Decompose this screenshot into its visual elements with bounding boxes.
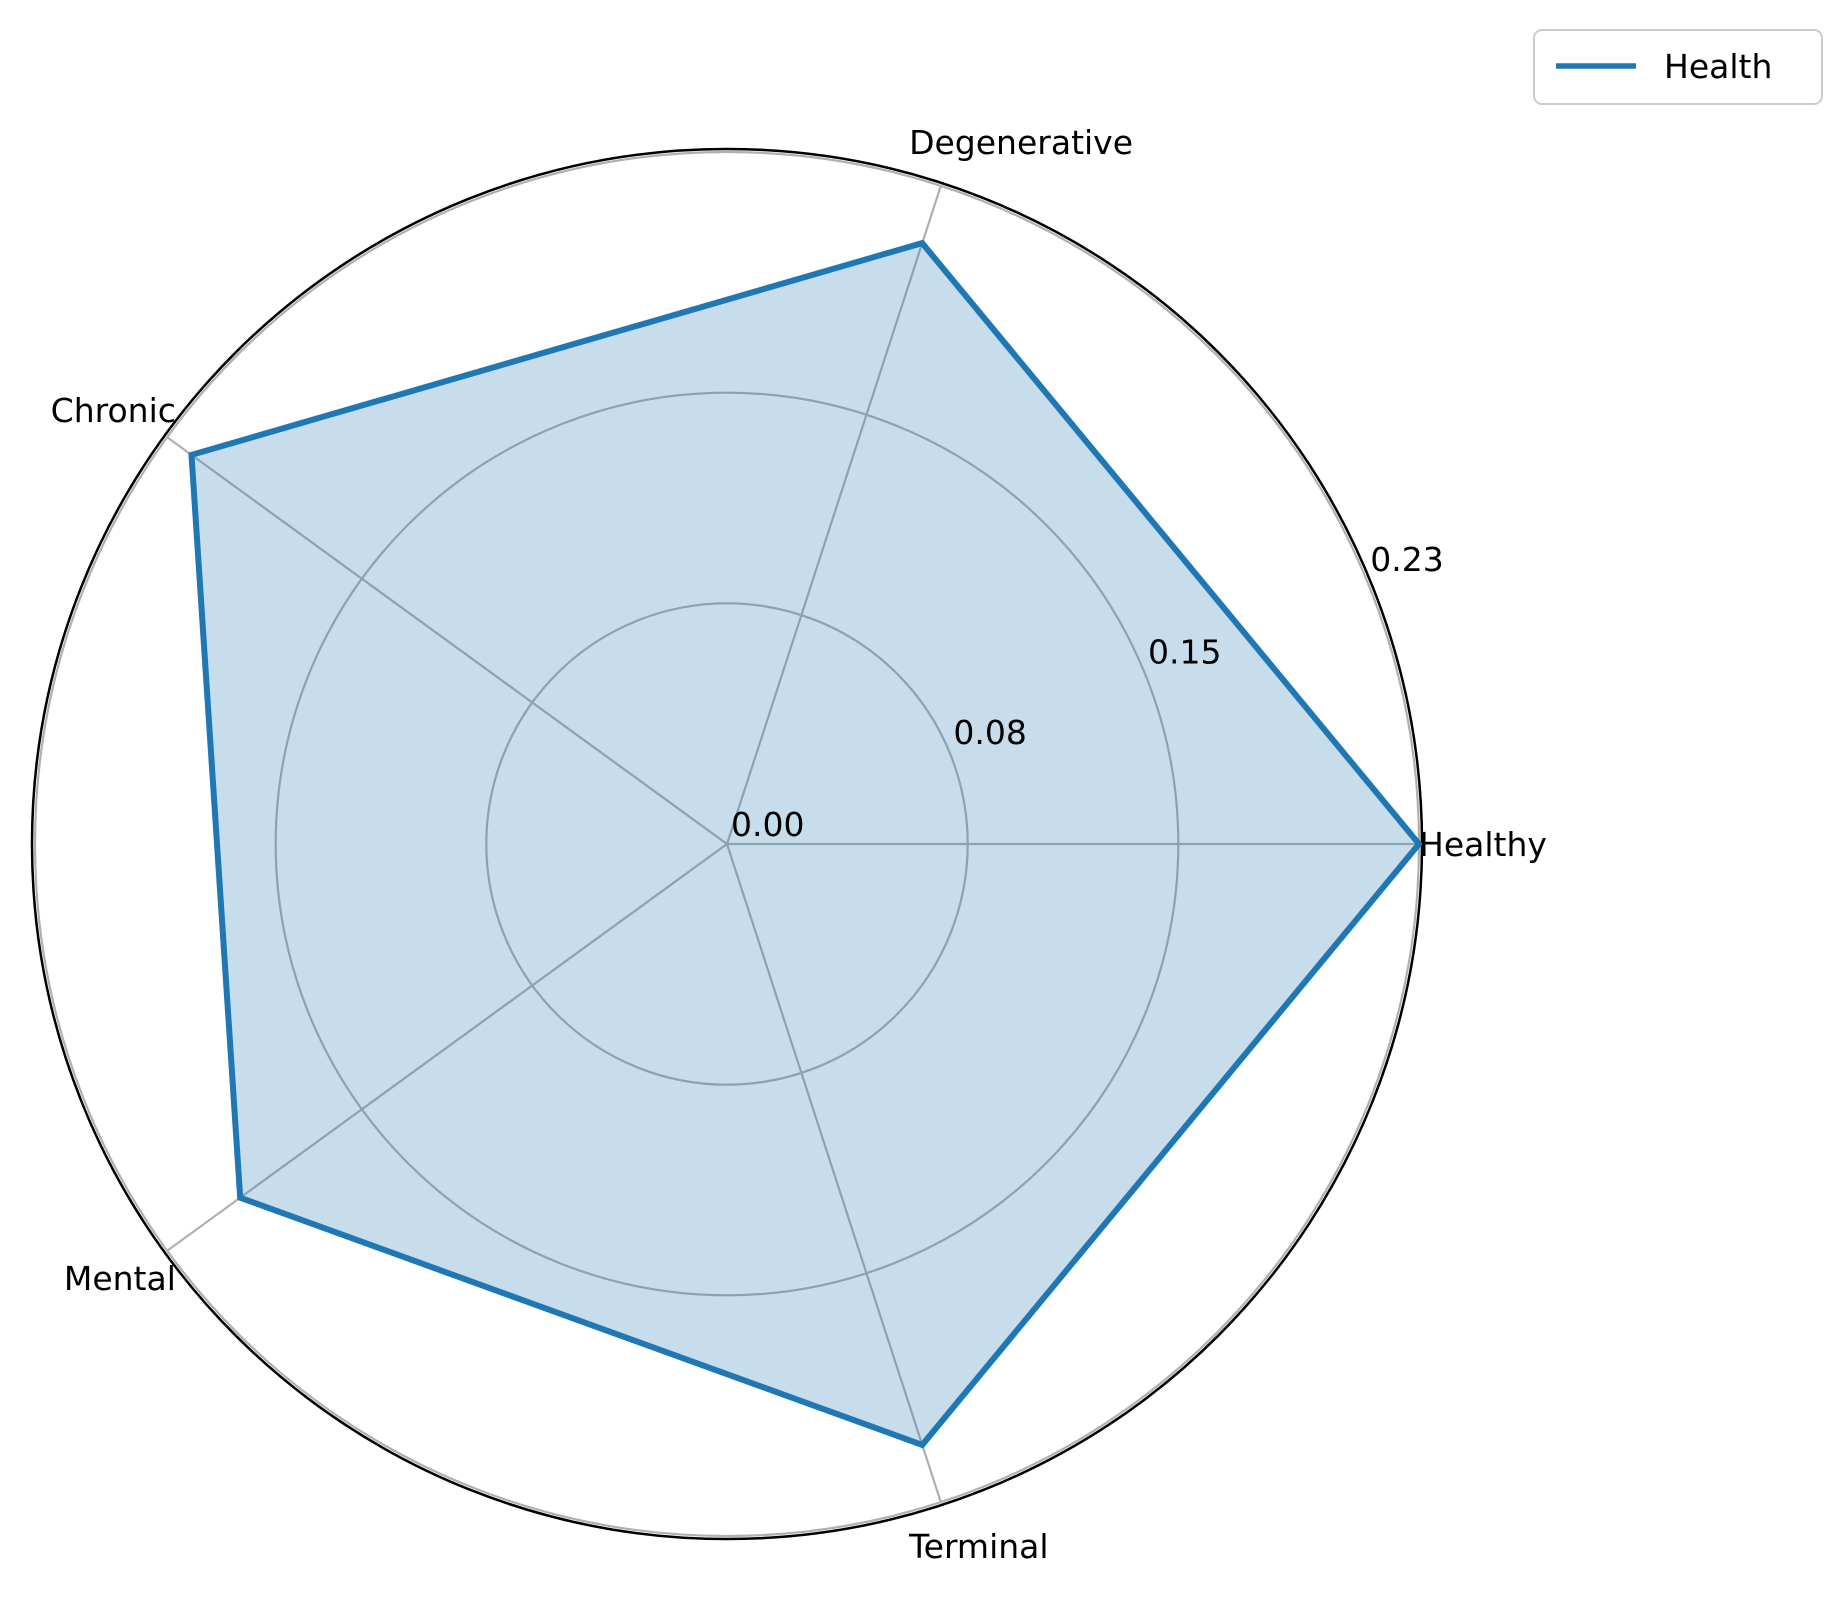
spoke-line (725, 843, 942, 1503)
series-layer (188, 239, 1423, 1449)
series-line (188, 239, 1423, 1449)
series-area (191, 243, 1419, 1445)
category-label: Degenerative (909, 123, 1133, 162)
category-label: Healthy (1419, 825, 1547, 864)
category-label: Chronic (51, 391, 176, 430)
legend: Health (1533, 29, 1823, 105)
category-label: Mental (64, 1259, 176, 1298)
radial-tick-label: 0.00 (731, 805, 804, 844)
radial-tick-label: 0.15 (1148, 632, 1221, 671)
spoke-line (166, 843, 728, 1252)
radial-tick-label: 0.08 (953, 713, 1026, 752)
radial-tick-label: 0.23 (1370, 540, 1443, 579)
spoke-line (725, 185, 942, 845)
spoke-line (166, 436, 728, 845)
label-layer: 0.00 0.08 0.15 0.23 Healthy Degenerative Chron… (51, 123, 1547, 1566)
category-label: Terminal (908, 1527, 1048, 1566)
legend-series-label: Health (1664, 47, 1772, 86)
legend-frame (1533, 29, 1823, 105)
